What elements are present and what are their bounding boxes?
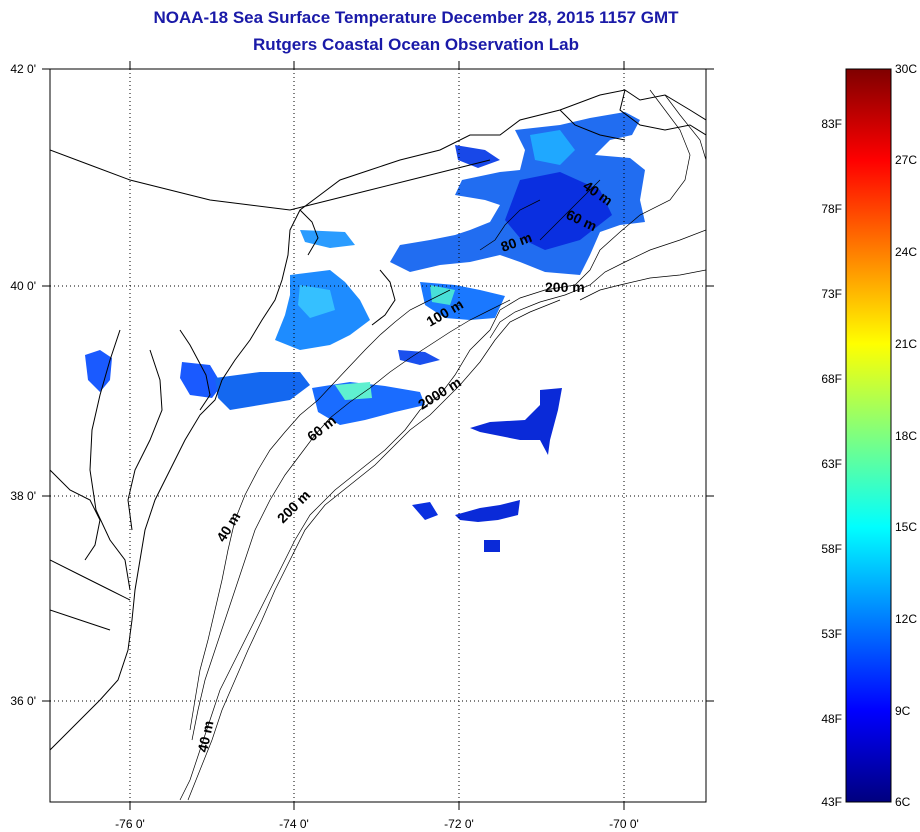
colorbar-celsius-label: 15C: [895, 520, 917, 534]
map-title: NOAA-18 Sea Surface Temperature December…: [153, 8, 679, 27]
lat-tick-label: 40 0': [10, 279, 36, 293]
sst-patch: [298, 285, 335, 318]
sst-patch: [430, 285, 455, 305]
colorbar-fahrenheit-label: 78F: [821, 202, 842, 216]
colorbar-fahrenheit-label: 68F: [821, 372, 842, 386]
lat-tick-label: 38 0': [10, 489, 36, 503]
sst-patch: [484, 540, 500, 552]
colorbar-celsius-label: 24C: [895, 245, 917, 259]
lon-tick-label: -76 0': [115, 817, 145, 831]
colorbar-celsius-label: 30C: [895, 62, 917, 76]
colorbar-fahrenheit-label: 58F: [821, 542, 842, 556]
colorbar-fahrenheit-label: 43F: [821, 795, 842, 809]
sst-patch: [398, 350, 440, 365]
sst-patch: [455, 500, 520, 522]
colorbar-fahrenheit-label: 63F: [821, 457, 842, 471]
colorbar-celsius-label: 18C: [895, 429, 917, 443]
isobath-label: 200 m: [545, 279, 585, 295]
sst-patch: [470, 388, 562, 455]
colorbar-celsius-label: 21C: [895, 337, 917, 351]
sst-patch: [530, 130, 575, 165]
colorbar: [845, 68, 892, 803]
graticule: [50, 69, 706, 802]
sst-patch: [412, 502, 438, 520]
isobath-label: 40 m: [194, 719, 216, 754]
colorbar-celsius-label: 27C: [895, 153, 917, 167]
lon-tick-label: -74 0': [279, 817, 309, 831]
colorbar-celsius-label: 9C: [895, 704, 911, 718]
colorbar-celsius-label: 12C: [895, 612, 917, 626]
sst-patches: [85, 112, 645, 552]
sst-patch: [505, 172, 612, 250]
coastline: [50, 89, 706, 751]
lon-tick-label: -70 0': [609, 817, 639, 831]
lat-tick-label: 42 0': [10, 62, 36, 76]
colorbar-fahrenheit-label: 83F: [821, 117, 842, 131]
lon-tick-label: -72 0': [444, 817, 474, 831]
colorbar-celsius-label: 6C: [895, 795, 911, 809]
colorbar-fahrenheit-label: 53F: [821, 627, 842, 641]
colorbar-fahrenheit-label: 48F: [821, 712, 842, 726]
sst-patch: [455, 145, 500, 168]
sst-patch: [215, 372, 310, 410]
bathymetry-contours: [179, 89, 706, 801]
map-subtitle: Rutgers Coastal Ocean Observation Lab: [253, 35, 579, 54]
colorbar-fahrenheit-label: 73F: [821, 287, 842, 301]
sst-patch: [85, 350, 112, 392]
sst-patch: [335, 382, 372, 400]
lat-tick-label: 36 0': [10, 694, 36, 708]
axis-ticks: [42, 61, 714, 810]
sst-patch: [180, 362, 222, 398]
sst-patch: [300, 230, 355, 248]
